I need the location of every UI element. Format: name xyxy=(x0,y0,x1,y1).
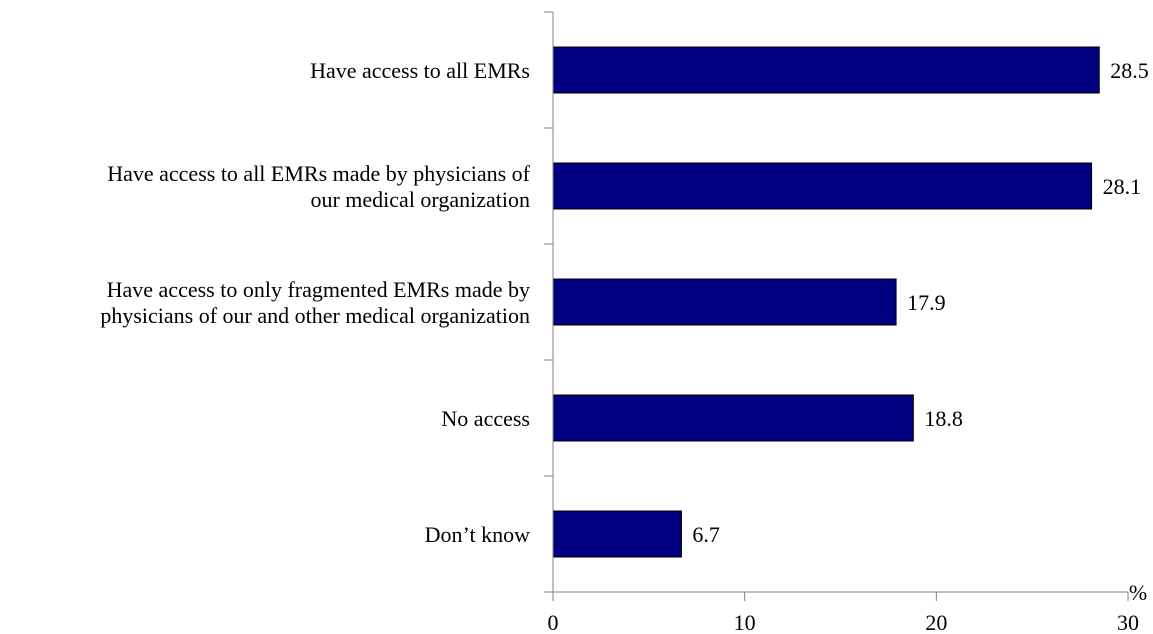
category-label: Don’t know xyxy=(425,522,530,547)
category-label-line: Don’t know xyxy=(425,522,530,547)
category-label: Have access to all EMRs xyxy=(310,58,530,83)
bar-value-label: 6.7 xyxy=(692,522,720,547)
bar-group xyxy=(552,46,1100,558)
category-label-line: Have access to all EMRs made by physicia… xyxy=(107,161,530,186)
x-tick-labels: 0 10 20 30 xyxy=(548,610,1140,634)
category-label-line: Have access to only fragmented EMRs made… xyxy=(107,277,530,302)
category-label-line: physicians of our and other medical orga… xyxy=(100,303,530,328)
category-label-line: Have access to all EMRs xyxy=(310,58,530,83)
bar-value-label: 17.9 xyxy=(907,290,946,315)
x-tick-label: 10 xyxy=(734,610,756,634)
bar xyxy=(552,162,1093,210)
bar-value-label: 28.5 xyxy=(1110,58,1149,83)
category-label: Have access to only fragmented EMRs made… xyxy=(100,277,530,328)
category-label: Have access to all EMRs made by physicia… xyxy=(107,161,530,212)
bar xyxy=(552,510,682,558)
axes xyxy=(544,11,1129,601)
category-label-line: No access xyxy=(441,406,530,431)
x-tick-label: 20 xyxy=(925,610,947,634)
bar xyxy=(552,394,914,442)
bar xyxy=(552,278,897,326)
bar-value-label: 28.1 xyxy=(1103,174,1142,199)
unit-label: % xyxy=(1129,580,1147,605)
bar xyxy=(552,46,1100,94)
bar-value-label: 18.8 xyxy=(924,406,963,431)
category-label: No access xyxy=(441,406,530,431)
x-tick-label: 0 xyxy=(548,610,559,634)
x-tick-label: 30 xyxy=(1117,610,1139,634)
value-labels: 28.5 28.1 17.9 18.8 6.7 xyxy=(692,58,1148,547)
category-labels: Have access to all EMRs Have access to al… xyxy=(100,58,530,547)
category-label-line: our medical organization xyxy=(310,187,530,212)
